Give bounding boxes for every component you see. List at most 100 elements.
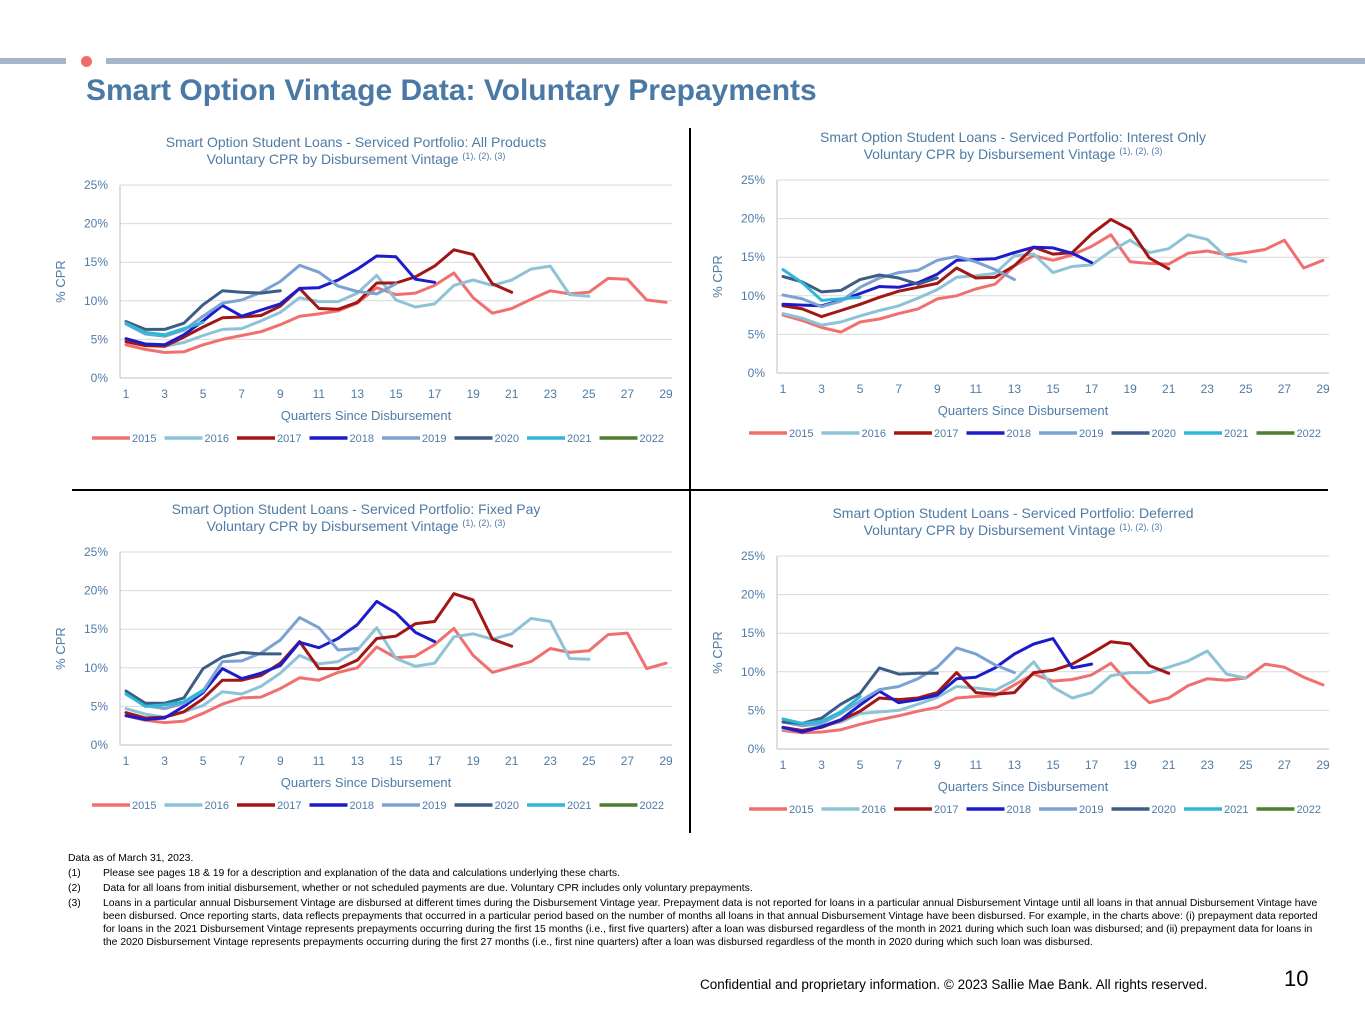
- y-tick-label: 5%: [91, 332, 109, 346]
- footnotes: Data as of March 31, 2023. (1) Please se…: [68, 852, 1318, 949]
- x-tick-label: 27: [621, 754, 635, 768]
- series-line-2016: [781, 649, 1248, 732]
- x-tick-label: 3: [161, 754, 168, 768]
- x-tick-label: 17: [1085, 382, 1099, 396]
- top-accent-bar-left: [0, 58, 66, 64]
- legend-label-2016: 2016: [205, 433, 229, 445]
- x-tick-label: 29: [1316, 382, 1330, 396]
- quadrant-divider-vertical: [689, 128, 691, 833]
- x-tick-label: 15: [389, 754, 403, 768]
- y-tick-label: 20%: [741, 212, 765, 226]
- footnote-number: (3): [68, 898, 81, 909]
- x-tick-label: 19: [1123, 758, 1137, 772]
- x-tick-label: 25: [1239, 382, 1253, 396]
- legend-label-2021: 2021: [1224, 428, 1248, 440]
- chart-panel-deferred: Smart Option Student Loans - Serviced Po…: [697, 496, 1337, 826]
- legend-label-2019: 2019: [1079, 428, 1103, 440]
- x-tick-label: 23: [1201, 758, 1215, 772]
- legend-label-2019: 2019: [422, 800, 446, 812]
- legend-label-2021: 2021: [1224, 804, 1248, 816]
- x-tick-label: 27: [1278, 382, 1292, 396]
- x-tick-label: 1: [780, 382, 787, 396]
- legend-label-2021: 2021: [567, 800, 591, 812]
- x-tick-label: 11: [970, 382, 983, 396]
- series-line-2018: [781, 637, 1094, 734]
- footnote-text: Data for all loans from initial disburse…: [103, 883, 753, 894]
- series-line-2015: [781, 661, 1325, 735]
- footnote-text: Loans in a particular annual Disbursemen…: [103, 898, 1318, 948]
- x-tick-label: 15: [1046, 382, 1060, 396]
- chart-panel-fixed-pay: Smart Option Student Loans - Serviced Po…: [40, 492, 680, 822]
- series-line-2018: [124, 254, 437, 347]
- series-line-2017: [781, 640, 1171, 732]
- legend-label-2019: 2019: [1079, 804, 1103, 816]
- legend-label-2016: 2016: [205, 800, 229, 812]
- x-tick-label: 25: [1239, 758, 1253, 772]
- x-tick-label: 29: [659, 754, 673, 768]
- x-tick-label: 25: [582, 754, 596, 768]
- top-accent-bar-right: [106, 58, 1365, 64]
- x-tick-label: 25: [582, 387, 596, 401]
- chart-subtitle: Voluntary CPR by Disbursement Vintage (1…: [864, 146, 1163, 162]
- x-tick-label: 11: [313, 754, 326, 768]
- y-tick-label: 0%: [748, 742, 766, 756]
- y-tick-label: 20%: [84, 584, 108, 598]
- legend-label-2021: 2021: [567, 433, 591, 445]
- y-tick-label: 25%: [741, 549, 765, 563]
- x-tick-label: 23: [544, 754, 558, 768]
- x-axis-label: Quarters Since Disbursement: [938, 403, 1109, 418]
- y-axis-label: % CPR: [710, 255, 725, 298]
- x-tick-label: 13: [1008, 382, 1022, 396]
- chart-title: Smart Option Student Loans - Serviced Po…: [172, 501, 541, 517]
- legend-label-2020: 2020: [495, 800, 519, 812]
- series-line-2020: [124, 650, 282, 705]
- y-tick-label: 15%: [84, 622, 108, 636]
- y-tick-label: 5%: [748, 327, 766, 341]
- legend-label-2016: 2016: [862, 428, 886, 440]
- x-tick-label: 9: [934, 382, 941, 396]
- chart-panel-interest-only: Smart Option Student Loans - Serviced Po…: [697, 120, 1337, 450]
- quadrant-divider-horizontal: [72, 489, 1328, 491]
- x-tick-label: 5: [857, 758, 864, 772]
- chart-fixed-pay-svg: Smart Option Student Loans - Serviced Po…: [53, 501, 673, 812]
- series-line-2015: [124, 271, 668, 354]
- legend-label-2020: 2020: [1152, 428, 1176, 440]
- chart-subtitle: Voluntary CPR by Disbursement Vintage (1…: [207, 518, 506, 534]
- y-axis-label: % CPR: [53, 627, 68, 670]
- confidential-notice: Confidential and proprietary information…: [700, 977, 1208, 992]
- y-tick-label: 20%: [741, 588, 765, 602]
- legend-label-2022: 2022: [640, 433, 664, 445]
- x-tick-label: 21: [1162, 758, 1176, 772]
- x-axis-label: Quarters Since Disbursement: [938, 779, 1109, 794]
- legend-label-2020: 2020: [495, 433, 519, 445]
- y-axis-label: % CPR: [710, 631, 725, 674]
- x-tick-label: 1: [780, 758, 787, 772]
- chart-title: Smart Option Student Loans - Serviced Po…: [166, 134, 547, 150]
- x-tick-label: 3: [818, 758, 825, 772]
- legend-label-2018: 2018: [350, 800, 374, 812]
- footnote-text: Please see pages 18 & 19 for a descripti…: [103, 868, 620, 879]
- x-tick-label: 7: [238, 387, 245, 401]
- x-tick-label: 7: [895, 758, 902, 772]
- x-tick-label: 15: [1046, 758, 1060, 772]
- legend-label-2018: 2018: [1007, 804, 1031, 816]
- y-tick-label: 0%: [91, 371, 109, 385]
- y-tick-label: 0%: [748, 366, 766, 380]
- x-tick-label: 17: [1085, 758, 1099, 772]
- series-line-2021: [124, 320, 205, 337]
- legend-label-2015: 2015: [789, 428, 813, 440]
- x-tick-label: 21: [1162, 382, 1176, 396]
- legend-label-2018: 2018: [1007, 428, 1031, 440]
- series-line-2018: [781, 245, 1094, 308]
- x-tick-label: 21: [505, 387, 519, 401]
- y-tick-label: 10%: [741, 665, 765, 679]
- legend-label-2017: 2017: [277, 433, 301, 445]
- chart-interest-only-svg: Smart Option Student Loans - Serviced Po…: [710, 129, 1330, 440]
- y-tick-label: 25%: [84, 178, 108, 192]
- legend-label-2017: 2017: [277, 800, 301, 812]
- chart-title: Smart Option Student Loans - Serviced Po…: [832, 505, 1193, 521]
- y-tick-label: 15%: [741, 250, 765, 264]
- x-tick-label: 15: [389, 387, 403, 401]
- y-tick-label: 10%: [84, 294, 108, 308]
- y-tick-label: 25%: [741, 173, 765, 187]
